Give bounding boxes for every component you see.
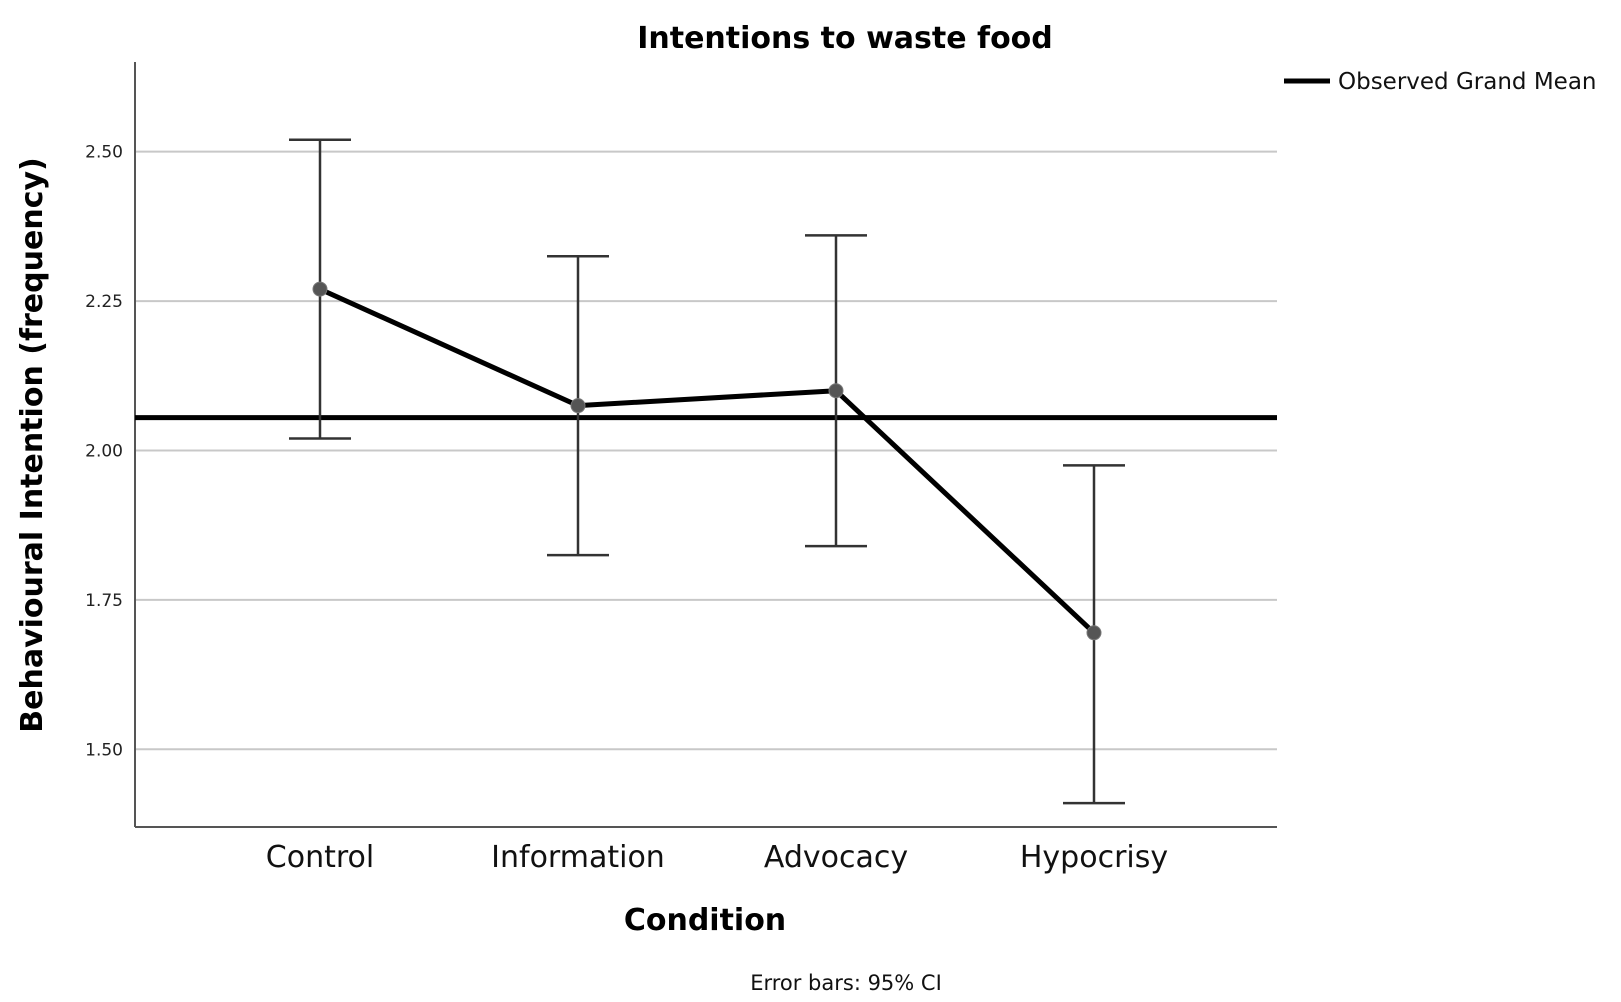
error-bars-footnote: Error bars: 95% CI	[750, 971, 942, 995]
y-tick-label: 1.50	[85, 740, 123, 760]
x-tick-label: Control	[266, 840, 374, 875]
y-tick-label: 2.50	[85, 143, 123, 163]
y-tick-label: 2.00	[85, 441, 123, 461]
y-tick-label: 1.75	[85, 591, 123, 611]
x-tick-label: Information	[491, 840, 665, 875]
data-point	[1086, 625, 1102, 641]
y-axis-title: Behavioural Intention (frequency)	[15, 157, 50, 732]
legend: Observed Grand Mean	[1284, 69, 1597, 95]
data-point	[828, 383, 844, 399]
data-point	[312, 281, 328, 297]
y-axis-ticks: 1.50 1.75 2.00 2.25 2.50	[85, 143, 123, 761]
series-line-mean	[318, 286, 1096, 635]
chart-title: Intentions to waste food	[637, 21, 1053, 56]
error-bars	[289, 138, 1125, 805]
x-tick-label: Hypocrisy	[1020, 840, 1168, 875]
y-tick-label: 2.25	[85, 292, 123, 312]
x-tick-label: Advocacy	[764, 840, 908, 875]
x-axis-title: Condition	[624, 903, 786, 938]
legend-label-grand-mean: Observed Grand Mean	[1338, 69, 1597, 95]
data-point	[570, 398, 586, 414]
gridlines	[135, 150, 1277, 751]
data-points	[312, 281, 1102, 641]
x-axis-ticks: Control Information Advocacy Hypocrisy	[266, 840, 1168, 875]
